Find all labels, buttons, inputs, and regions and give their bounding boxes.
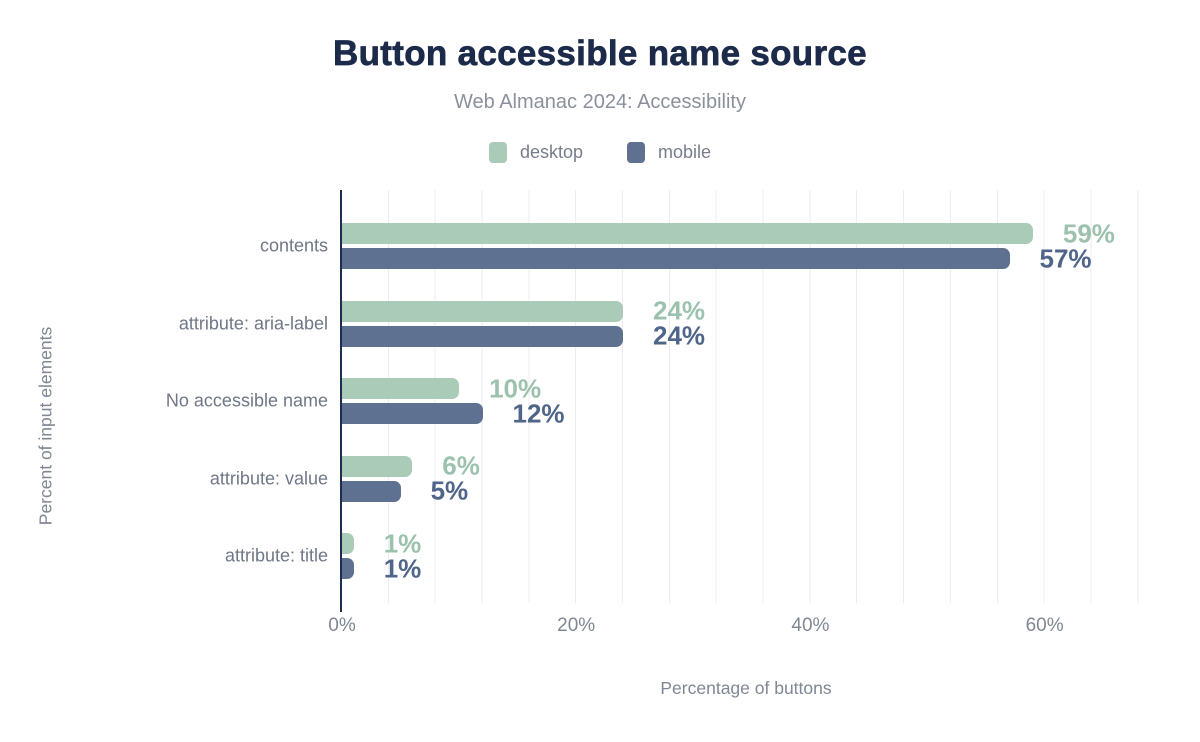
bar-desktop — [342, 378, 460, 399]
plot-area: 59% 57% 24% 24% 10% 12% 6% 5% 1% 1% — [340, 190, 1150, 612]
category-labels: contents attribute: aria-label No accessib… — [0, 190, 328, 603]
x-tick-label: 60% — [1025, 615, 1064, 636]
x-axis-title: Percentage of buttons — [660, 678, 832, 698]
bar-mobile — [342, 480, 401, 502]
category-label: No accessible name — [165, 390, 328, 411]
value-label-mobile: 24% — [653, 320, 706, 351]
x-tick-label: 20% — [557, 615, 596, 636]
value-label-desktop: 1% — [383, 528, 422, 558]
bar-desktop — [342, 533, 354, 554]
y-axis-line — [340, 190, 342, 612]
bar-desktop — [342, 223, 1033, 244]
bar-mobile — [342, 558, 354, 579]
value-label-mobile: 12% — [512, 398, 565, 428]
bar-desktop — [342, 300, 623, 322]
value-label-desktop: 6% — [442, 450, 480, 481]
x-tick-label: 40% — [791, 615, 830, 636]
chart-title: Button accessible name source — [333, 34, 867, 74]
legend-item-desktop: desktop — [488, 142, 583, 163]
value-label-desktop: 10% — [489, 373, 542, 403]
bar-mobile — [342, 248, 1010, 269]
bar-mobile — [342, 325, 623, 347]
legend-item-mobile: mobile — [627, 142, 711, 163]
category-label: contents — [259, 235, 328, 256]
legend-swatch-mobile — [627, 142, 645, 163]
bar-mobile — [342, 403, 483, 424]
value-label-mobile: 57% — [1039, 243, 1092, 273]
value-label-desktop: 59% — [1062, 218, 1115, 248]
legend-label: mobile — [658, 142, 712, 162]
value-label-mobile: 5% — [430, 475, 469, 506]
bar-desktop — [342, 455, 413, 477]
legend: desktop mobile — [0, 142, 1200, 163]
legend-swatch-desktop — [488, 142, 507, 163]
chart-subtitle: Web Almanac 2024: Accessibility — [453, 91, 746, 113]
x-axis-ticks: 0% 20% 40% 60% — [328, 615, 1150, 641]
value-label-mobile: 1% — [383, 553, 422, 583]
category-label: attribute: value — [209, 468, 328, 488]
value-label-desktop: 24% — [653, 295, 706, 326]
category-label: attribute: aria-label — [178, 313, 328, 333]
category-label: attribute: title — [224, 545, 328, 566]
legend-label: desktop — [519, 142, 583, 162]
x-tick-label: 0% — [328, 615, 356, 636]
